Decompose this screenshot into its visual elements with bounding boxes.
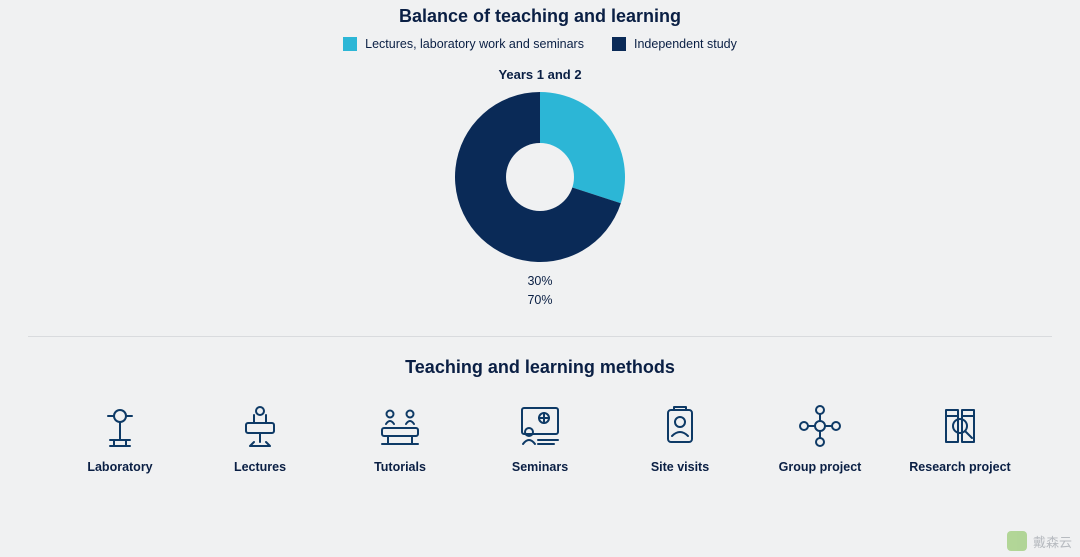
swatch-series1 bbox=[343, 37, 357, 51]
method-label-research_project: Research project bbox=[909, 460, 1010, 474]
figure-line-1: 30% bbox=[0, 272, 1080, 291]
method-lectures: Lectures bbox=[200, 402, 320, 474]
seminars-icon bbox=[516, 402, 564, 450]
lectures-icon bbox=[236, 402, 284, 450]
donut-hole bbox=[506, 143, 574, 211]
research_project-icon bbox=[936, 402, 984, 450]
method-label-group_project: Group project bbox=[779, 460, 862, 474]
chart-subtitle: Years 1 and 2 bbox=[0, 67, 1080, 82]
method-label-lectures: Lectures bbox=[234, 460, 286, 474]
legend-label-series2: Independent study bbox=[634, 37, 737, 51]
method-label-site_visits: Site visits bbox=[651, 460, 709, 474]
method-label-seminars: Seminars bbox=[512, 460, 568, 474]
tutorials-icon bbox=[376, 402, 424, 450]
method-laboratory: Laboratory bbox=[60, 402, 180, 474]
methods-section: Teaching and learning methods Laboratory… bbox=[0, 337, 1080, 474]
figure-line-2: 70% bbox=[0, 291, 1080, 310]
wechat-icon bbox=[1007, 531, 1027, 551]
method-label-tutorials: Tutorials bbox=[374, 460, 426, 474]
laboratory-icon bbox=[96, 402, 144, 450]
balance-title: Balance of teaching and learning bbox=[0, 6, 1080, 27]
watermark-text: 戴森云 bbox=[1033, 532, 1072, 551]
group_project-icon bbox=[796, 402, 844, 450]
donut-chart bbox=[0, 92, 1080, 262]
method-label-laboratory: Laboratory bbox=[87, 460, 152, 474]
chart-figures: 30% 70% bbox=[0, 272, 1080, 310]
site_visits-icon bbox=[656, 402, 704, 450]
methods-row: Laboratory Lectures Tutorials Seminars Site … bbox=[0, 388, 1080, 474]
method-seminars: Seminars bbox=[480, 402, 600, 474]
method-research_project: Research project bbox=[900, 402, 1020, 474]
legend-item-series1: Lectures, laboratory work and seminars bbox=[343, 37, 584, 51]
method-group_project: Group project bbox=[760, 402, 880, 474]
donut-svg bbox=[455, 92, 625, 262]
legend-label-series1: Lectures, laboratory work and seminars bbox=[365, 37, 584, 51]
method-tutorials: Tutorials bbox=[340, 402, 460, 474]
legend: Lectures, laboratory work and seminars I… bbox=[0, 37, 1080, 51]
watermark: 戴森云 bbox=[1007, 531, 1072, 551]
methods-title: Teaching and learning methods bbox=[0, 357, 1080, 378]
legend-item-series2: Independent study bbox=[612, 37, 737, 51]
method-site_visits: Site visits bbox=[620, 402, 740, 474]
balance-section: Balance of teaching and learning Lecture… bbox=[0, 0, 1080, 310]
swatch-series2 bbox=[612, 37, 626, 51]
